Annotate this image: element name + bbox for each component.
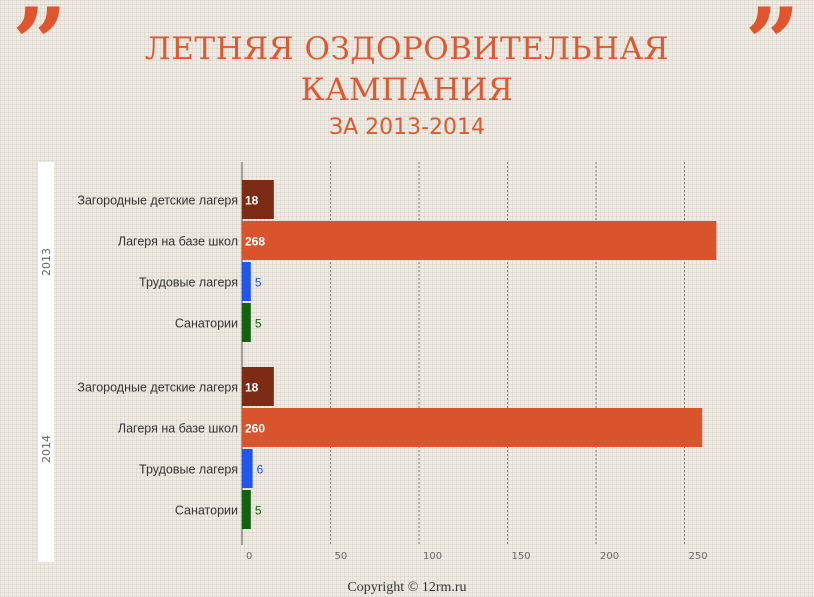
category-label: Лагеря на базе школ (118, 235, 238, 249)
bar (242, 449, 253, 488)
x-tick-label: 200 (600, 551, 619, 562)
category-label: Лагеря на базе школ (118, 422, 238, 436)
x-tick-label: 50 (335, 551, 348, 562)
chart-subtitle: ЗА 2013-2014 (328, 115, 486, 140)
data-label: 5 (255, 504, 262, 518)
copyright-text: Copyright © 12rm.ru (347, 580, 467, 595)
category-label: Санатории (175, 317, 238, 331)
chart-title-line1: ЛЕТНЯЯ ОЗДОРОВИТЕЛЬНАЯ (144, 31, 670, 67)
x-tick-label: 0 (246, 551, 252, 562)
bar (242, 408, 703, 447)
category-label: Трудовые лагеря (139, 276, 238, 290)
bar (242, 367, 274, 406)
x-tick-label: 250 (689, 551, 708, 562)
data-label: 268 (245, 235, 265, 249)
bar (242, 303, 251, 342)
group-label-2013: 2013 (40, 248, 53, 276)
x-tick-label: 100 (423, 551, 442, 562)
data-label: 5 (255, 317, 262, 331)
chart-title-line2: КАМПАНИЯ (300, 72, 514, 108)
data-label: 18 (245, 194, 259, 208)
bar (242, 221, 717, 260)
category-label: Санатории (175, 504, 238, 518)
group-label-2014: 2014 (40, 435, 53, 463)
quote-mark-left-icon: ” (12, 0, 68, 100)
category-label: Загородные детские лагеря (77, 381, 238, 395)
category-label: Загородные детские лагеря (77, 194, 238, 208)
data-label: 18 (245, 381, 259, 395)
quote-mark-right-icon: ” (744, 0, 800, 100)
bar (242, 262, 251, 301)
bar (242, 180, 274, 219)
bar (242, 490, 251, 529)
year-strip (38, 162, 54, 562)
data-label: 5 (255, 276, 262, 290)
data-label: 260 (245, 422, 265, 436)
data-label: 6 (257, 463, 264, 477)
x-tick-label: 150 (512, 551, 531, 562)
category-label: Трудовые лагеря (139, 463, 238, 477)
